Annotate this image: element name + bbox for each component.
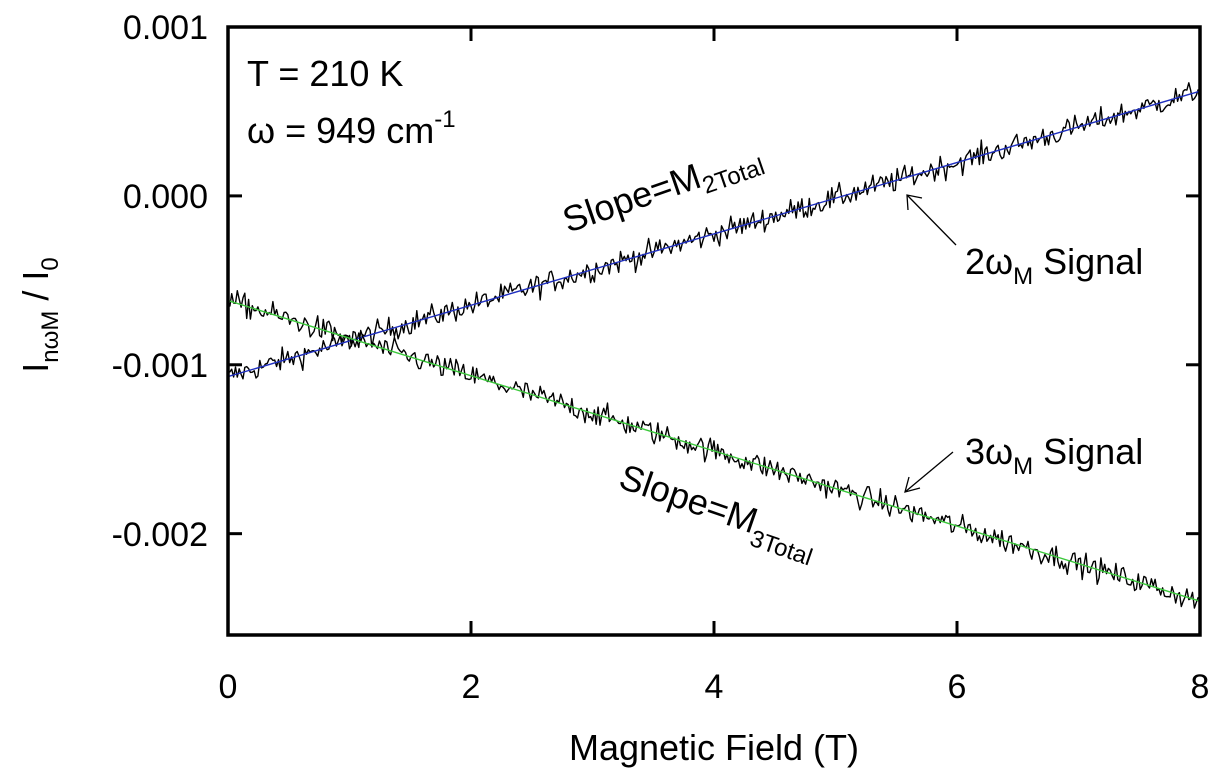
y-axis-title-sub: nωM: [37, 311, 64, 363]
ticks: [226, 25, 1202, 635]
y-tick-label: -0.001: [112, 347, 208, 385]
slope-2-main: Slope=M: [557, 155, 706, 240]
signal-3-rest: Signal: [1033, 431, 1143, 472]
slope-2-label: Slope=M2Total: [557, 134, 768, 246]
y-tick-label: 0.001: [123, 9, 208, 47]
y-axis-title-rest: / I: [15, 271, 56, 311]
slope-3-main: Slope=M: [614, 456, 763, 541]
signal-3-num: 3ω: [965, 431, 1013, 472]
omega-label-sup: -1: [434, 106, 455, 133]
omega-label-main: ω = 949 cm: [247, 110, 434, 151]
slope-2-sub: 2Total: [699, 153, 768, 199]
y-tick-label: 0.000: [123, 178, 208, 216]
x-axis-title: Magnetic Field (T): [569, 727, 859, 768]
slope-3-sub: 3Total: [746, 525, 815, 571]
x-tick-label: 6: [948, 668, 967, 706]
y-axis-title: InωM / I0: [15, 257, 64, 372]
y-tick-labels: 0.001 0.000 -0.001 -0.002: [112, 9, 208, 554]
arrow-2-signal: [906, 194, 957, 246]
x-tick-labels: 0 2 4 6 8: [219, 668, 1210, 706]
x-tick-label: 0: [219, 668, 238, 706]
x-tick-label: 4: [705, 668, 724, 706]
slope-3-label: Slope=M3Total: [611, 456, 823, 572]
signal-2-rest: Signal: [1033, 241, 1143, 282]
fit-line-2w: [227, 90, 1201, 378]
fit-line-3w: [227, 299, 1201, 602]
signal-2-label: 2ωM Signal: [965, 241, 1143, 290]
data-layer: [227, 82, 1201, 609]
x-tick-label: 2: [462, 668, 481, 706]
signal-3-sub: M: [1013, 453, 1033, 480]
x-tick-label: 8: [1191, 668, 1210, 706]
y-tick-label: -0.002: [112, 516, 208, 554]
temperature-label: T = 210 K: [247, 53, 403, 94]
signal-2-sub: M: [1013, 263, 1033, 290]
y-axis-title-main: I: [15, 363, 56, 373]
signal-2-num: 2ω: [965, 241, 1013, 282]
arrow-3-signal: [904, 451, 954, 493]
y-axis-title-sub2: 0: [37, 257, 64, 270]
signal-3-label: 3ωM Signal: [965, 431, 1143, 480]
omega-label: ω = 949 cm-1: [247, 106, 456, 151]
signal-trace-3w: [227, 290, 1201, 609]
